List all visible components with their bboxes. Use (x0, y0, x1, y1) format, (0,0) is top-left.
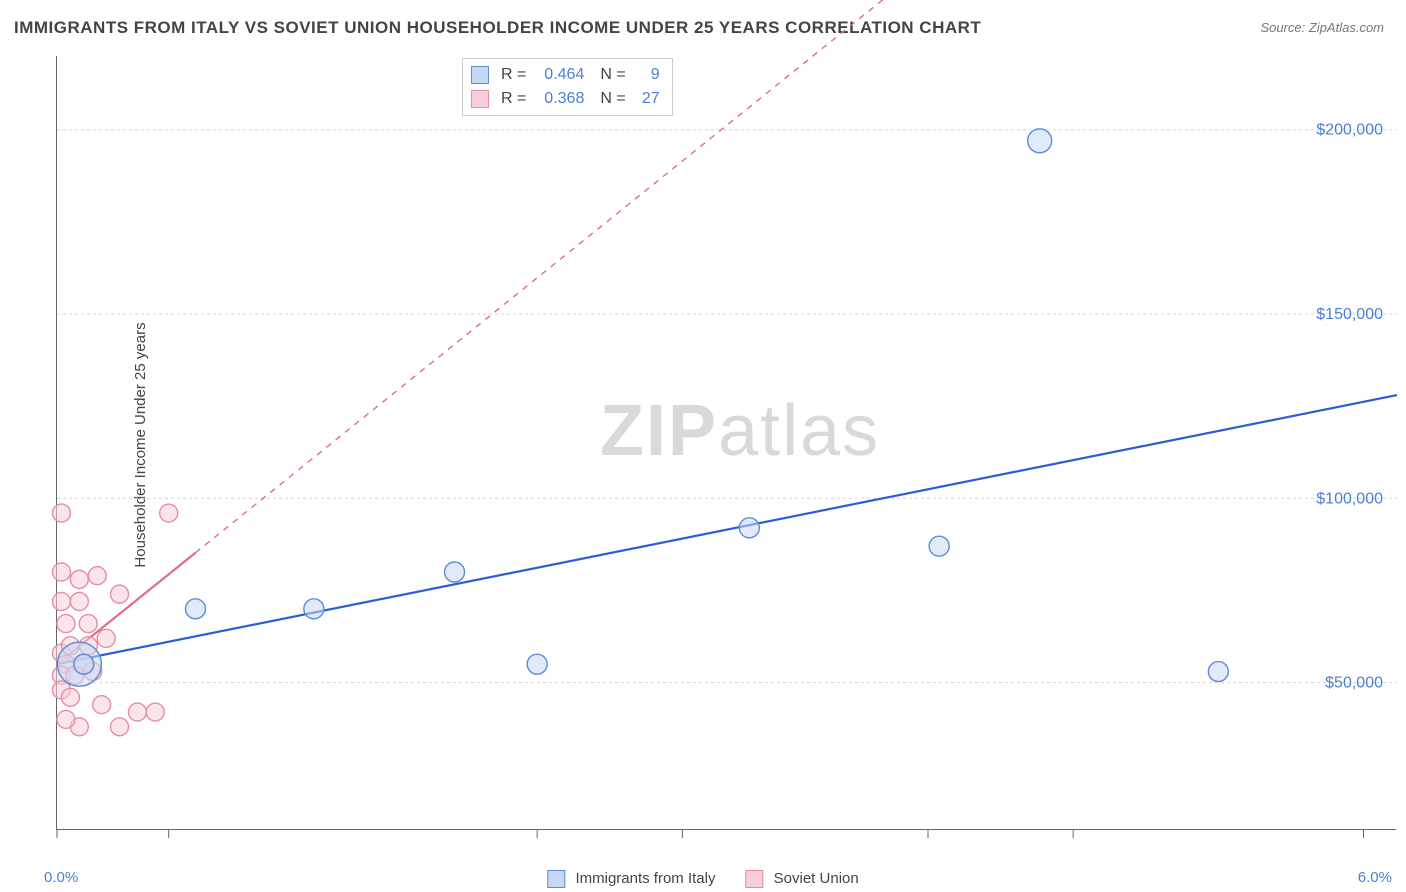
watermark: ZIPatlas (600, 390, 880, 472)
r-label: R = (501, 63, 526, 87)
legend-label-soviet: Soviet Union (774, 870, 859, 887)
legend-label-italy: Immigrants from Italy (575, 870, 715, 887)
legend-item-italy: Immigrants from Italy (547, 870, 715, 888)
svg-text:$100,000: $100,000 (1316, 490, 1383, 507)
n-label: N = (600, 87, 625, 111)
soviet-n-value: 27 (632, 87, 660, 111)
watermark-rest: atlas (718, 391, 880, 471)
series-legend: Immigrants from Italy Soviet Union (547, 870, 858, 888)
correlation-legend-box: R = 0.464 N = 9 R = 0.368 N = 27 (462, 58, 673, 116)
r-label: R = (501, 87, 526, 111)
source-attribution: Source: ZipAtlas.com (1260, 20, 1384, 35)
swatch-soviet-icon (745, 870, 763, 888)
legend-row-italy: R = 0.464 N = 9 (471, 63, 660, 87)
chart-title: IMMIGRANTS FROM ITALY VS SOVIET UNION HO… (14, 18, 981, 38)
italy-r-value: 0.464 (532, 63, 584, 87)
svg-text:$50,000: $50,000 (1325, 675, 1383, 692)
swatch-italy-icon (547, 870, 565, 888)
italy-n-value: 9 (632, 63, 660, 87)
soviet-r-value: 0.368 (532, 87, 584, 111)
legend-item-soviet: Soviet Union (745, 870, 858, 888)
svg-text:$150,000: $150,000 (1316, 306, 1383, 323)
legend-row-soviet: R = 0.368 N = 27 (471, 87, 660, 111)
n-label: N = (600, 63, 625, 87)
x-axis-max-label: 6.0% (1358, 869, 1392, 886)
svg-text:$200,000: $200,000 (1316, 122, 1383, 139)
swatch-italy-icon (471, 66, 489, 84)
swatch-soviet-icon (471, 90, 489, 108)
x-axis-min-label: 0.0% (44, 869, 78, 886)
watermark-bold: ZIP (600, 391, 718, 471)
